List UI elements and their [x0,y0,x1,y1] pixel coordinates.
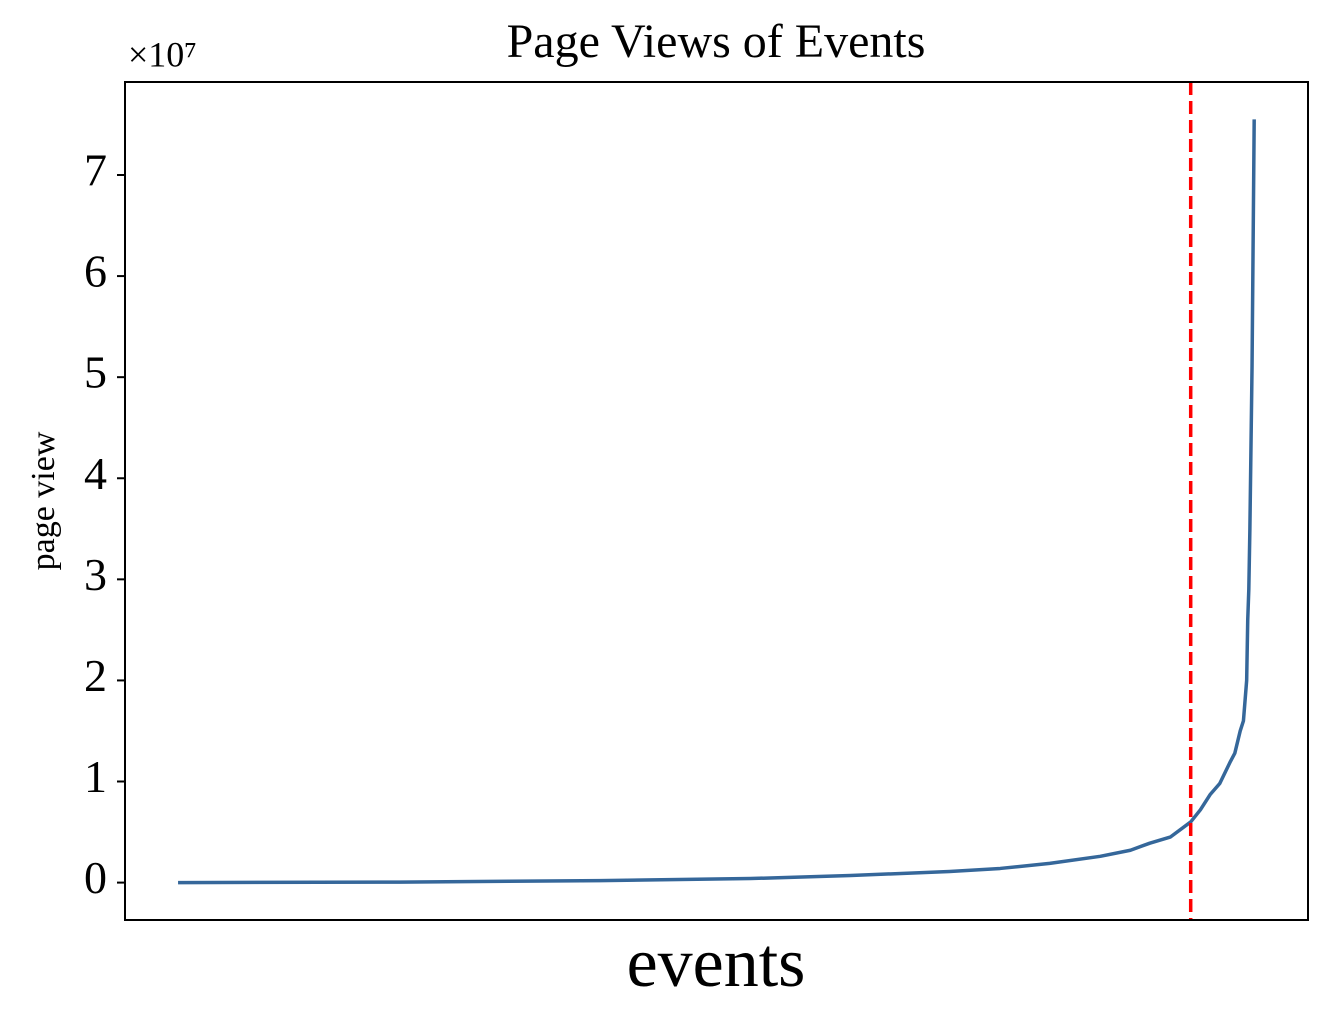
y-tick-label: 2 [84,650,107,701]
y-tick-label: 4 [84,448,107,499]
plot-frame [124,81,1309,921]
y-tick-label: 5 [84,347,107,398]
y-tick-label: 3 [84,549,107,600]
x-axis-label: events [627,925,806,1002]
y-tick-label: 0 [84,852,107,903]
y-tick-label: 7 [84,145,107,196]
y-axis-label: page view [25,431,62,570]
y-tick-label: 1 [84,751,107,802]
chart-title: Page Views of Events [507,15,926,68]
y-tick-label: 6 [84,246,107,297]
data-line [178,119,1256,885]
y-offset-label: ×10⁷ [128,34,197,74]
